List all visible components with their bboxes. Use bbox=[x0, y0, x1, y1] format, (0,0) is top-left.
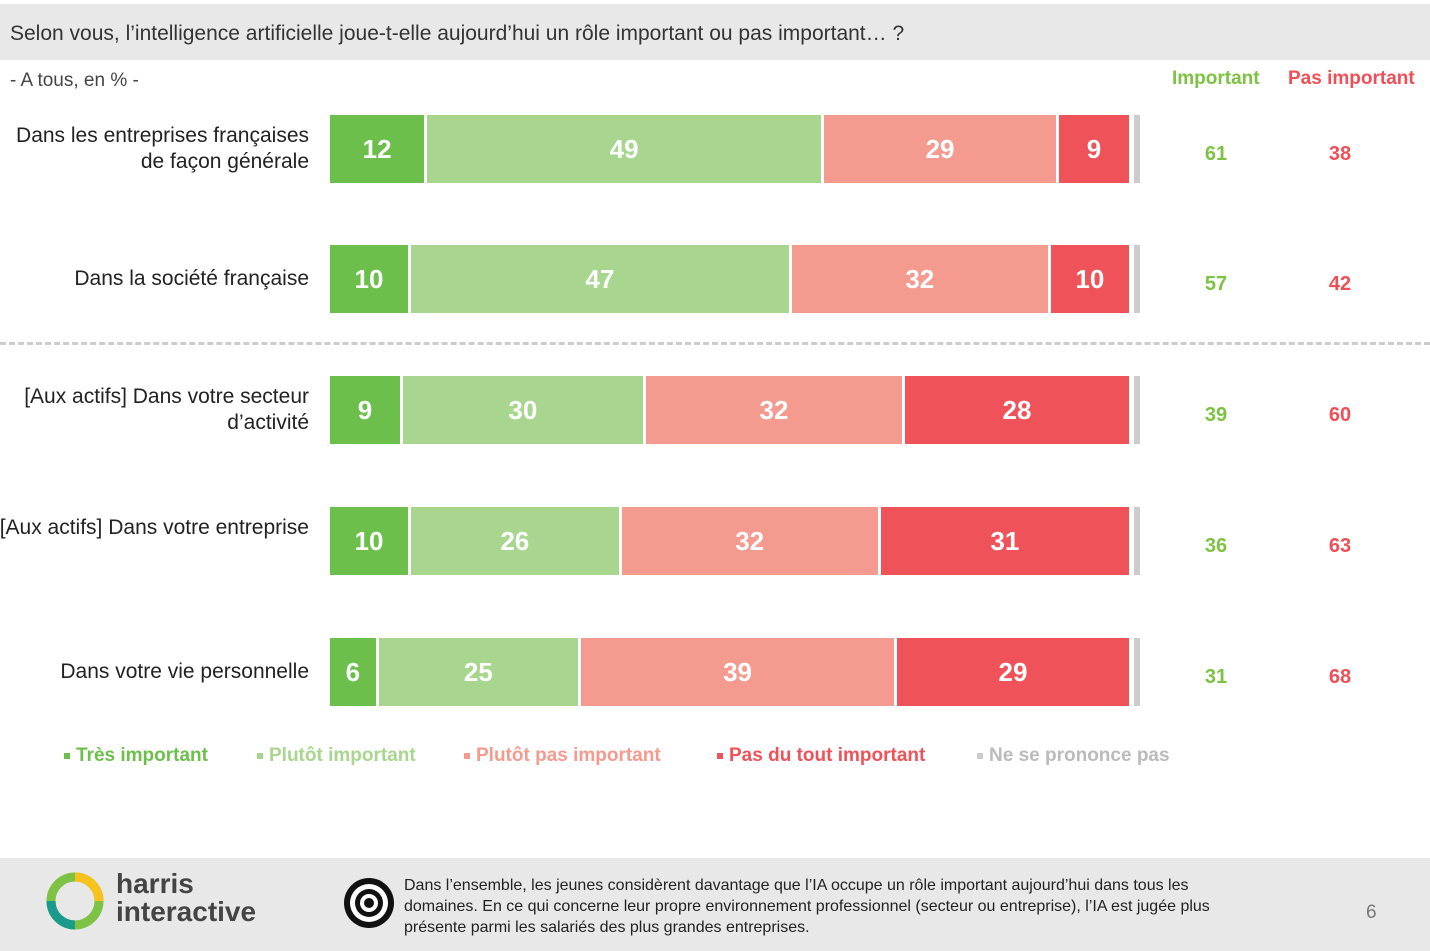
bar-segment bbox=[1131, 507, 1140, 575]
category-label: Dans la société française bbox=[74, 267, 309, 290]
legend-item: Très important bbox=[64, 745, 208, 767]
bar-segment: 26 bbox=[411, 507, 622, 575]
legend-swatch bbox=[257, 752, 263, 759]
footer-note: Dans l’ensemble, les jeunes considèrent … bbox=[404, 877, 1210, 936]
bar-value-label: 9 bbox=[1086, 133, 1102, 164]
bar-segment: 10 bbox=[330, 507, 411, 575]
bar-segment bbox=[1131, 115, 1140, 183]
bar-value-label: 10 bbox=[354, 263, 384, 294]
bar-value-label: 32 bbox=[759, 394, 789, 425]
logo-line-1: harris bbox=[116, 868, 194, 899]
bar-segment: 28 bbox=[905, 376, 1132, 444]
legend-swatch bbox=[464, 752, 470, 759]
bar-segment: 32 bbox=[791, 245, 1051, 313]
total-important: 57 bbox=[1204, 273, 1228, 295]
bar-segment: 47 bbox=[411, 245, 792, 313]
total-pas-important: 42 bbox=[1328, 273, 1352, 295]
bar-segment: 30 bbox=[402, 376, 646, 444]
bar-value-label: 49 bbox=[609, 133, 639, 164]
question-banner: Selon vous, l’intelligence artificielle … bbox=[0, 4, 1430, 60]
total-important: 31 bbox=[1204, 666, 1228, 688]
bar-segment bbox=[1131, 638, 1140, 706]
dashed-separator bbox=[0, 342, 1430, 345]
header-pas-important: Pas important bbox=[1288, 68, 1415, 89]
total-pas-important: 63 bbox=[1328, 535, 1352, 557]
logo-line-2: interactive bbox=[116, 896, 257, 927]
legend-label: Plutôt pas important bbox=[476, 745, 661, 766]
legend-label: Plutôt important bbox=[269, 745, 416, 766]
bar-value-label: 26 bbox=[500, 525, 530, 556]
bar-segment: 29 bbox=[897, 638, 1132, 706]
legend-item: Plutôt pas important bbox=[464, 745, 661, 767]
bar-segment bbox=[1131, 245, 1140, 313]
bar-segment: 9 bbox=[1059, 115, 1132, 183]
bar-segment: 29 bbox=[824, 115, 1059, 183]
bar-value-label: 31 bbox=[990, 525, 1020, 556]
legend-label: Ne se prononce pas bbox=[989, 745, 1170, 766]
legend-swatch bbox=[64, 752, 70, 759]
bar-value-label: 9 bbox=[357, 394, 373, 425]
total-important: 36 bbox=[1204, 535, 1228, 557]
bar-segment: 32 bbox=[621, 507, 881, 575]
bar-value-label: 28 bbox=[1002, 394, 1032, 425]
total-pas-important: 38 bbox=[1328, 143, 1352, 165]
header-important: Important bbox=[1172, 68, 1260, 89]
bar-value-label: 32 bbox=[735, 525, 765, 556]
bar-value-label: 10 bbox=[1075, 263, 1105, 294]
total-pas-important: 68 bbox=[1328, 666, 1352, 688]
bar-value-label: 25 bbox=[463, 656, 493, 687]
page-number: 6 bbox=[1366, 902, 1377, 923]
bar-segment: 25 bbox=[378, 638, 582, 706]
legend-item: Ne se prononce pas bbox=[977, 745, 1170, 767]
bar-value-label: 29 bbox=[925, 133, 955, 164]
bar-segment: 49 bbox=[427, 115, 825, 183]
category-label: Dans les entreprises françaises de façon… bbox=[16, 124, 309, 173]
bar-segment: 39 bbox=[581, 638, 897, 706]
total-pas-important: 60 bbox=[1328, 404, 1352, 426]
bar-value-label: 30 bbox=[508, 394, 538, 425]
bar-value-label: 32 bbox=[905, 263, 935, 294]
category-label: [Aux actifs] Dans votre secteur d’activi… bbox=[24, 385, 309, 434]
bar-segment bbox=[1131, 376, 1140, 444]
legend-swatch bbox=[977, 752, 983, 759]
category-label: Dans votre vie personnelle bbox=[60, 660, 309, 683]
total-important: 39 bbox=[1204, 404, 1228, 426]
question-text: Selon vous, l’intelligence artificielle … bbox=[10, 22, 905, 45]
bar-value-label: 12 bbox=[362, 133, 392, 164]
bar-segment: 32 bbox=[645, 376, 906, 444]
legend-item: Pas du tout important bbox=[717, 745, 925, 767]
bar-segment: 12 bbox=[330, 115, 428, 183]
bar-segment: 31 bbox=[880, 507, 1132, 575]
legend-label: Pas du tout important bbox=[729, 745, 926, 766]
bar-value-label: 39 bbox=[723, 656, 752, 687]
bar-value-label: 47 bbox=[585, 263, 615, 294]
bar-segment: 10 bbox=[1050, 245, 1132, 313]
harris-logo-text: harris interactive bbox=[116, 870, 256, 926]
bar-value-label: 10 bbox=[354, 525, 384, 556]
bar-value-label: 6 bbox=[345, 656, 361, 687]
footer-bar bbox=[0, 858, 1430, 951]
legend-label: Très important bbox=[76, 745, 208, 766]
base-label: - A tous, en % - bbox=[10, 70, 139, 91]
bar-segment: 9 bbox=[330, 376, 403, 444]
bar-segment: 6 bbox=[330, 638, 379, 706]
legend-item: Plutôt important bbox=[257, 745, 416, 767]
harris-logo-icon bbox=[46, 872, 104, 930]
total-important: 61 bbox=[1204, 143, 1228, 165]
legend-swatch bbox=[717, 752, 723, 759]
target-icon bbox=[344, 878, 394, 928]
bar-value-label: 29 bbox=[998, 656, 1028, 687]
bar-segment: 10 bbox=[330, 245, 411, 313]
category-label: [Aux actifs] Dans votre entreprise bbox=[0, 516, 309, 539]
